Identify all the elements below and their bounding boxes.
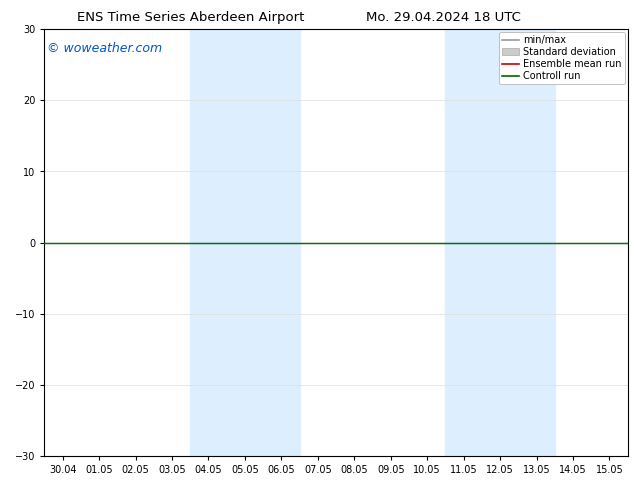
Legend: min/max, Standard deviation, Ensemble mean run, Controll run: min/max, Standard deviation, Ensemble me… bbox=[499, 32, 624, 84]
Text: © woweather.com: © woweather.com bbox=[48, 42, 162, 55]
Text: Mo. 29.04.2024 18 UTC: Mo. 29.04.2024 18 UTC bbox=[366, 11, 521, 24]
Text: ENS Time Series Aberdeen Airport: ENS Time Series Aberdeen Airport bbox=[77, 11, 304, 24]
Bar bbox=[190, 29, 299, 456]
Bar bbox=[445, 29, 555, 456]
